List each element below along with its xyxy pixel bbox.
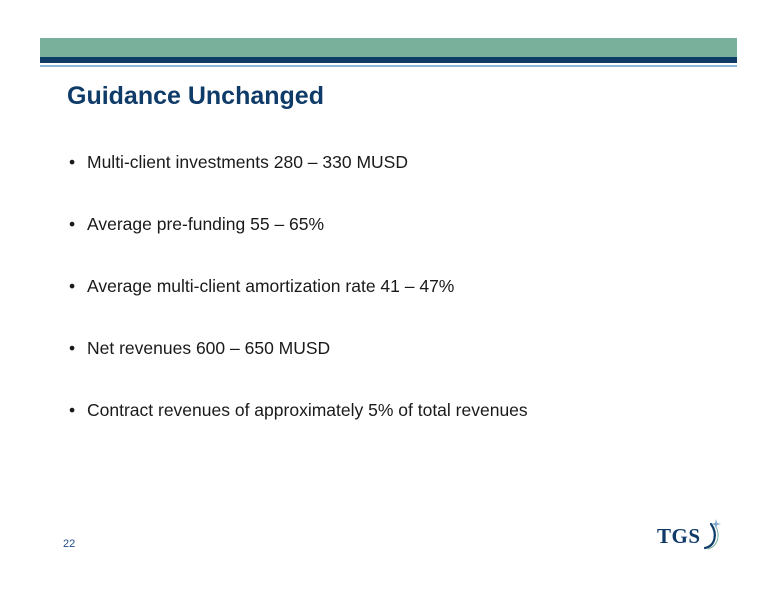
bullet-text: Multi-client investments 280 – 330 MUSD [87,152,408,172]
bullet-dot: • [69,214,76,234]
bullet-dot: • [69,152,76,172]
page-number: 22 [63,538,76,550]
bullet-text: Net revenues 600 – 650 MUSD [87,338,331,358]
bullet-text: Contract revenues of approximately 5% of… [87,400,528,420]
bullet-item: • Contract revenues of approximately 5% … [69,400,528,462]
bullet-dot: • [69,276,76,296]
bullet-dot: • [69,338,76,358]
bullet-item: • Average multi-client amortization rate… [69,276,528,338]
bullet-dot: • [69,400,76,420]
bullet-item: • Average pre-funding 55 – 65% [69,214,528,276]
slide-title: Guidance Unchanged [67,82,324,110]
bullet-item: • Net revenues 600 – 650 MUSD [69,338,528,400]
logo-text: TGS [657,524,701,548]
header-band-green [40,38,737,57]
bullet-text: Average pre-funding 55 – 65% [87,214,325,234]
swoosh-icon [703,519,721,550]
bullet-item: • Multi-client investments 280 – 330 MUS… [69,152,528,214]
bullet-text: Average multi-client amortization rate 4… [87,276,455,296]
bullet-list: • Multi-client investments 280 – 330 MUS… [69,152,528,462]
header-band-navy [40,57,737,63]
header-band-line [40,65,737,67]
tgs-logo: TGS [655,518,725,554]
